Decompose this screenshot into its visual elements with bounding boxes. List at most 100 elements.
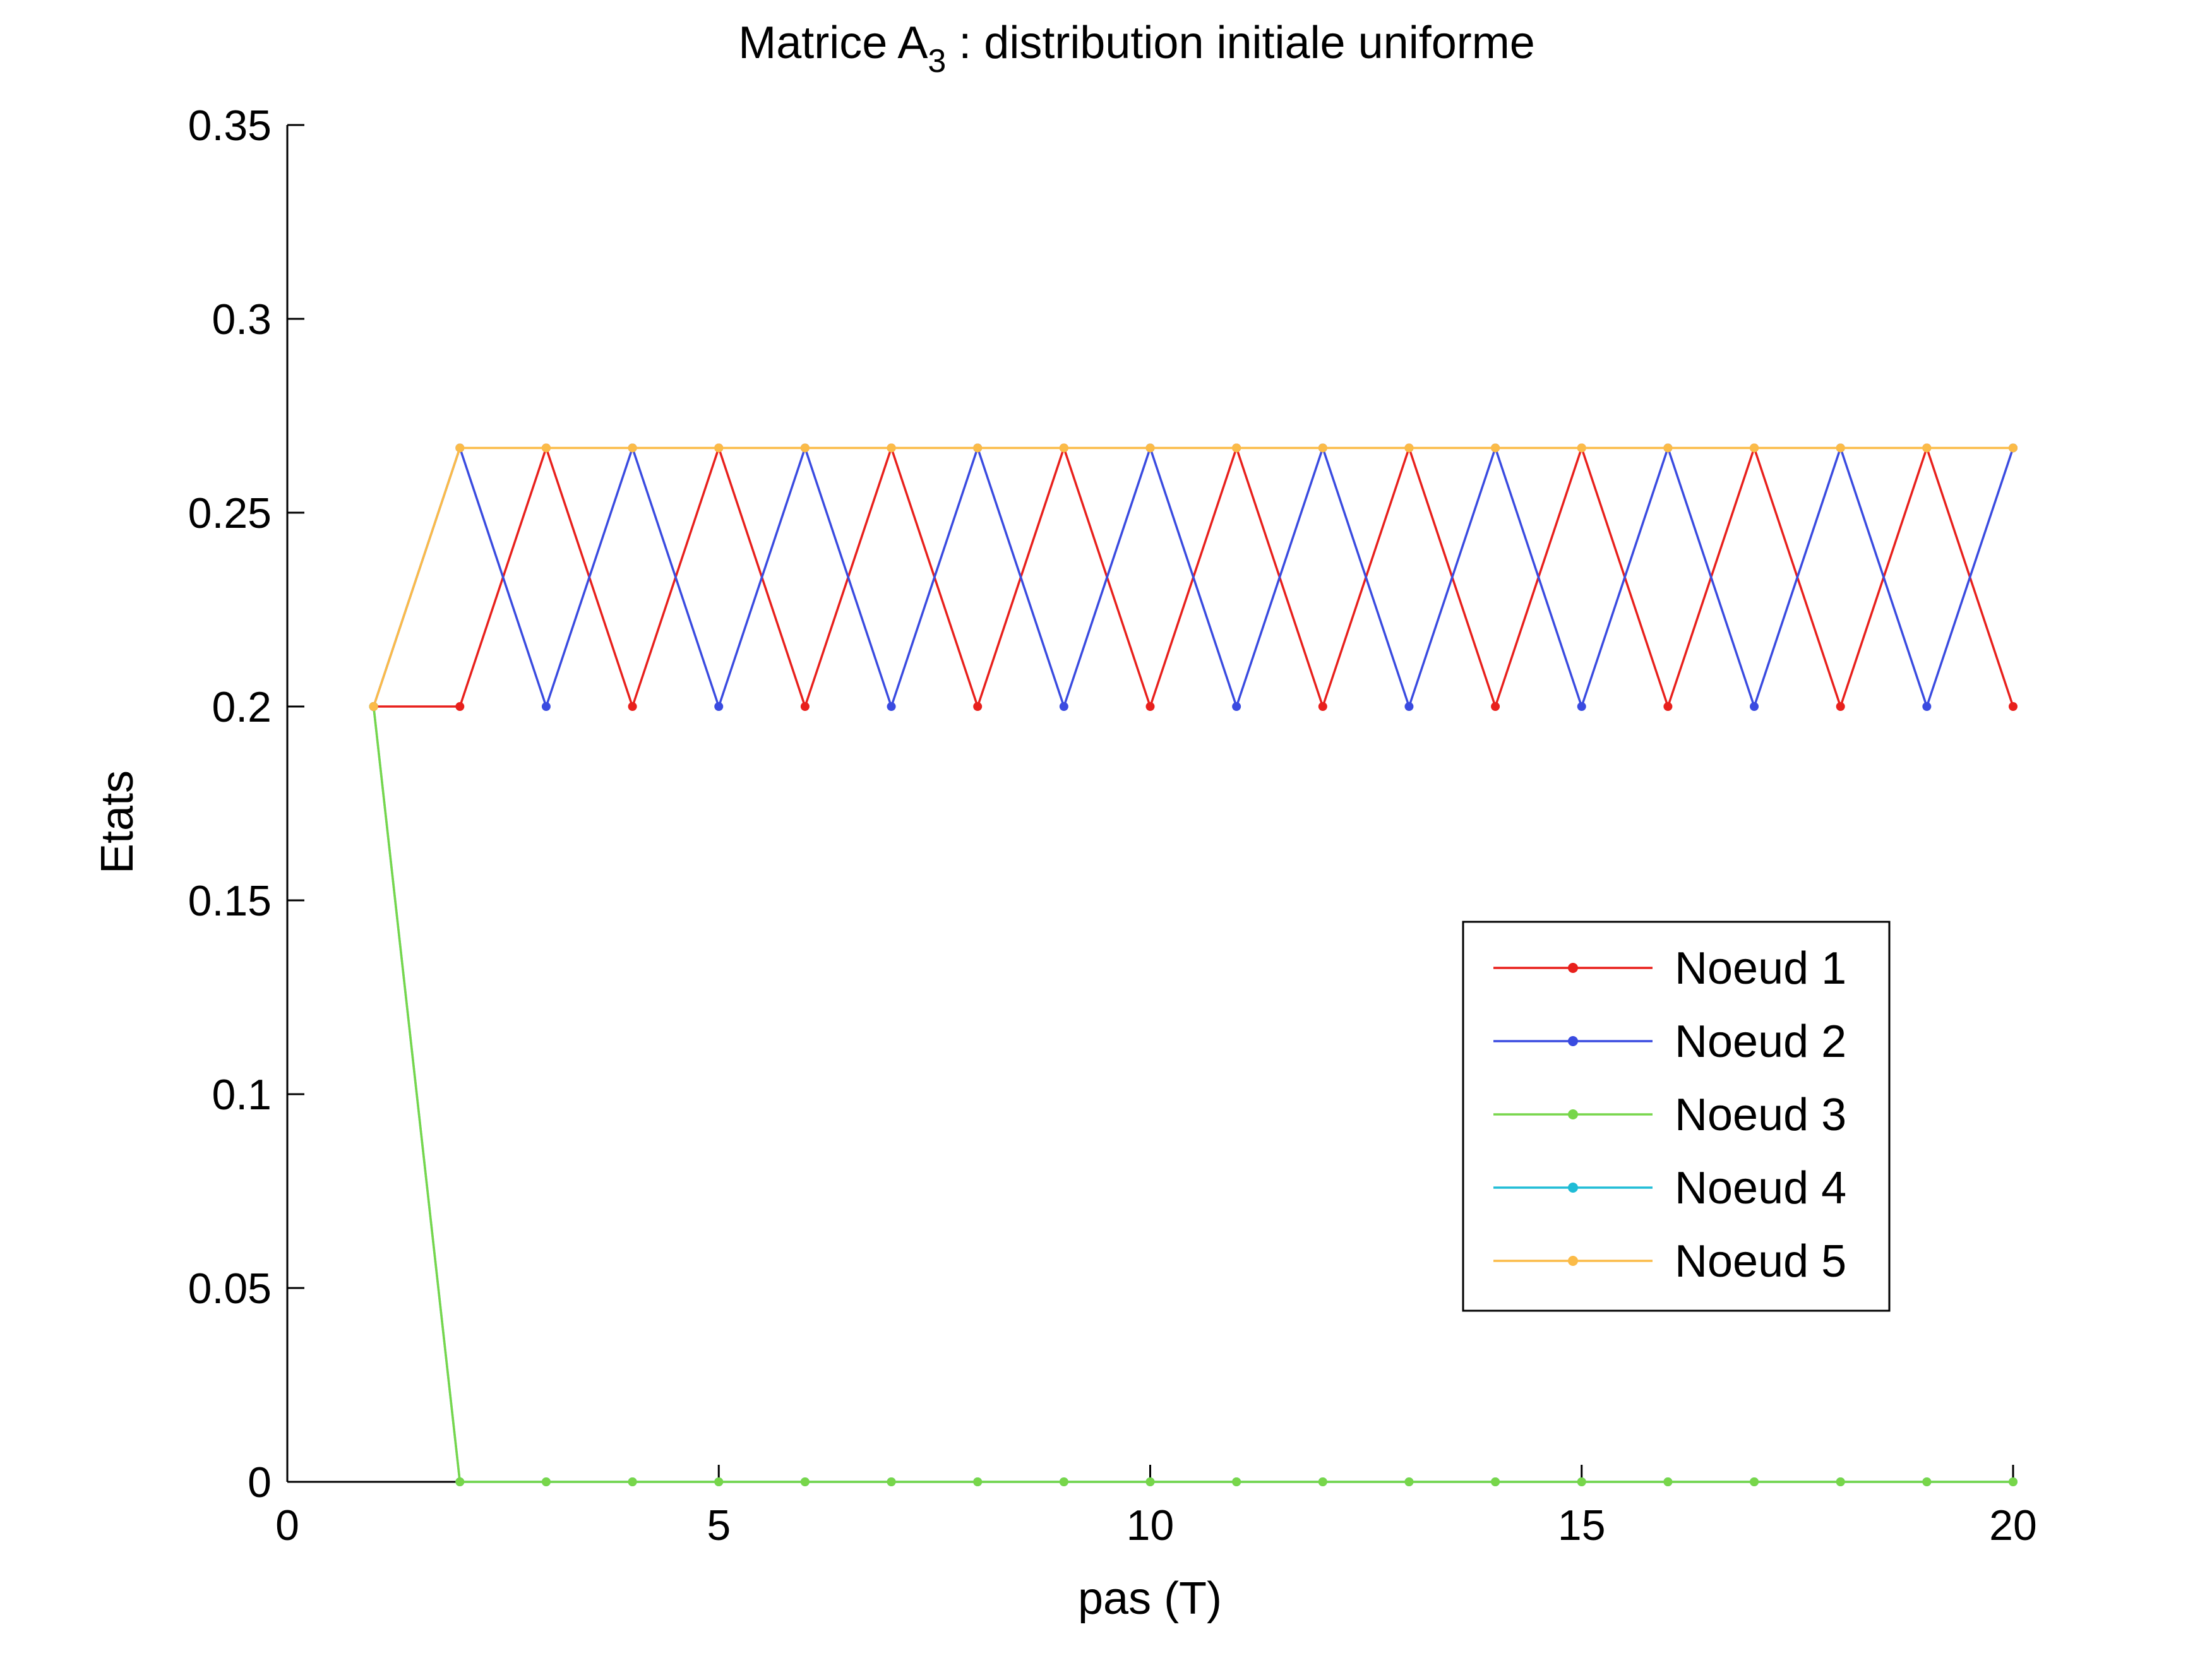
- data-point: [1059, 702, 1068, 711]
- legend-item: Noeud 5: [1493, 1236, 1846, 1287]
- data-point: [455, 702, 465, 711]
- data-point: [1145, 1477, 1155, 1486]
- legend-item: Noeud 1: [1493, 943, 1846, 994]
- y-tick-label: 0.1: [212, 1071, 272, 1119]
- legend-label: Noeud 2: [1675, 1017, 1846, 1067]
- data-point: [714, 443, 724, 453]
- data-point: [1232, 443, 1241, 453]
- data-point: [1318, 1477, 1327, 1486]
- y-tick-label: 0: [248, 1458, 272, 1506]
- data-point: [369, 702, 378, 711]
- data-point: [1836, 443, 1845, 453]
- data-point: [1404, 1477, 1414, 1486]
- data-point: [887, 702, 896, 711]
- data-point: [973, 702, 983, 711]
- data-point: [887, 1477, 896, 1486]
- data-point: [714, 1477, 724, 1486]
- data-point: [2009, 702, 2018, 711]
- legend-swatch-marker: [1568, 1183, 1578, 1193]
- data-point: [541, 702, 551, 711]
- legend-label: Noeud 5: [1675, 1236, 1846, 1287]
- legend-box: [1462, 921, 1891, 1312]
- data-point: [1922, 443, 1932, 453]
- data-point: [1404, 443, 1414, 453]
- chart-title-rest: : distribution initiale uniforme: [946, 18, 1534, 68]
- data-point: [1577, 702, 1586, 711]
- data-point: [1145, 443, 1155, 453]
- x-tick-label: 0: [275, 1501, 299, 1549]
- series-2: [369, 443, 2018, 711]
- data-point: [1836, 1477, 1845, 1486]
- data-point: [1059, 443, 1068, 453]
- data-point: [1663, 702, 1673, 711]
- data-point: [1922, 702, 1932, 711]
- legend-swatch-marker: [1568, 963, 1578, 973]
- legend-swatch-marker: [1568, 1036, 1578, 1046]
- y-tick-label: 0.2: [212, 683, 272, 731]
- y-tick-label: 0.25: [188, 489, 272, 537]
- series-group: [369, 443, 2018, 1486]
- data-point: [1491, 702, 1500, 711]
- data-point: [1404, 702, 1414, 711]
- data-point: [1577, 1477, 1586, 1486]
- series-line: [372, 446, 2013, 707]
- data-point: [1491, 1477, 1500, 1486]
- data-point: [2009, 1477, 2018, 1486]
- legend-label: Noeud 3: [1675, 1090, 1846, 1140]
- data-point: [455, 443, 465, 453]
- data-point: [714, 702, 724, 711]
- data-point: [628, 702, 637, 711]
- chart-title: Matrice A3 : distribution initiale unifo…: [738, 18, 1534, 80]
- data-point: [800, 443, 810, 453]
- x-axis-label: pas (T): [1078, 1573, 1222, 1624]
- data-point: [1577, 443, 1586, 453]
- data-point: [1318, 702, 1327, 711]
- series-line: [372, 706, 2013, 1483]
- series-line: [372, 444, 2014, 710]
- data-point: [1750, 702, 1759, 711]
- data-point: [1232, 702, 1241, 711]
- data-point: [1491, 443, 1500, 453]
- data-point: [541, 1477, 551, 1486]
- legend-item: Noeud 2: [1493, 1017, 1846, 1067]
- legend-swatch-marker: [1568, 1256, 1578, 1266]
- data-point: [1663, 443, 1673, 453]
- x-tick-label: 5: [707, 1501, 731, 1549]
- data-point: [973, 1477, 983, 1486]
- legend-label: Noeud 4: [1675, 1163, 1846, 1214]
- x-tick-label: 20: [1989, 1501, 2037, 1549]
- y-axis-ticks: 0 0.05 0.1 0.15 0.2 0.25 0.3 0.35: [188, 102, 304, 1506]
- data-point: [1663, 1477, 1673, 1486]
- data-point: [1232, 1477, 1241, 1486]
- legend: Noeud 1 Noeud 2 Noeud 3 Noeud 4 Noeud 5: [1462, 921, 1891, 1312]
- data-point: [1836, 702, 1845, 711]
- legend-item: Noeud 3: [1493, 1090, 1846, 1140]
- data-point: [1318, 443, 1327, 453]
- y-tick-label: 0.35: [188, 102, 272, 150]
- data-point: [1145, 702, 1155, 711]
- data-point: [1750, 443, 1759, 453]
- data-point: [1922, 1477, 1932, 1486]
- data-point: [541, 443, 551, 453]
- chart-title-subscript: 3: [928, 43, 946, 80]
- data-point: [800, 702, 810, 711]
- data-point: [455, 1477, 465, 1486]
- x-tick-label: 10: [1127, 1501, 1175, 1549]
- chart-title-main: Matrice A: [738, 18, 928, 68]
- series-5: [369, 443, 2018, 711]
- y-tick-label: 0.3: [212, 295, 272, 343]
- data-point: [628, 1477, 637, 1486]
- y-tick-label: 0.05: [188, 1265, 272, 1313]
- legend-item: Noeud 4: [1493, 1163, 1846, 1214]
- legend-label: Noeud 1: [1675, 943, 1846, 994]
- data-point: [1059, 1477, 1068, 1486]
- y-axis-label: Etats: [92, 770, 143, 874]
- data-point: [2009, 443, 2018, 453]
- x-axis-ticks: 0 5 10 15 20: [275, 1465, 2037, 1549]
- data-point: [973, 443, 983, 453]
- data-point: [800, 1477, 810, 1486]
- data-point: [887, 443, 896, 453]
- legend-swatch-marker: [1568, 1109, 1578, 1119]
- data-point: [628, 443, 637, 453]
